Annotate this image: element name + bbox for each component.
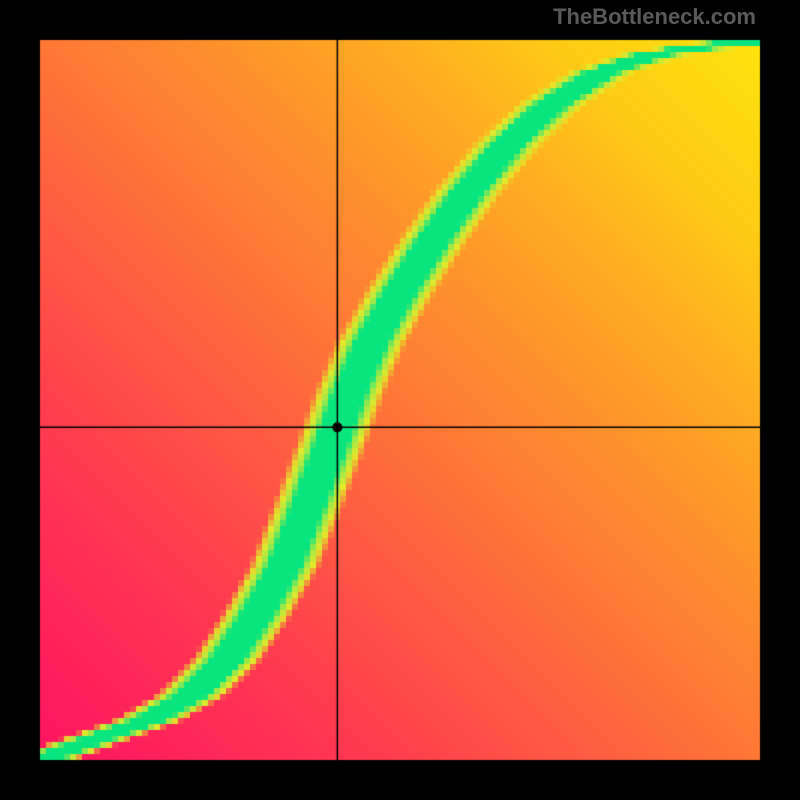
chart-container: { "watermark": "TheBottleneck.com", "cha… — [0, 0, 800, 800]
watermark-text: TheBottleneck.com — [553, 4, 756, 30]
bottleneck-heatmap — [0, 0, 800, 800]
